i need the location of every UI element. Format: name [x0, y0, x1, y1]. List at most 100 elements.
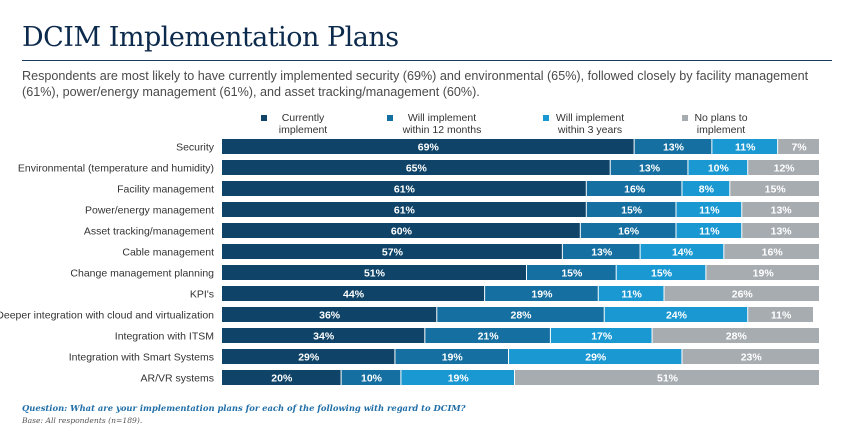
data-label: 15% [765, 184, 787, 196]
data-label: 34% [313, 331, 335, 343]
bar-segment [222, 307, 437, 322]
data-label: 19% [753, 268, 775, 280]
legend-label-within12: Will implement within 12 months [402, 112, 482, 136]
data-label: 15% [651, 268, 673, 280]
data-label: 12% [774, 163, 796, 175]
category-label: Integration with ITSM [115, 330, 214, 342]
bar-segment [562, 244, 640, 259]
bar-segment [222, 328, 425, 343]
data-label: 19% [442, 352, 464, 364]
bar-segment [742, 202, 819, 217]
bar-segment [526, 265, 616, 280]
bar-segment [604, 307, 748, 322]
data-label: 44% [343, 289, 365, 301]
legend-item-within12: Will implement within 12 months [387, 112, 486, 136]
data-label: 16% [624, 184, 646, 196]
bar-segment [425, 328, 550, 343]
bar-segment [222, 265, 526, 280]
category-label: AR/VR systems [140, 372, 214, 384]
category-label: Environmental (temperature and humidity) [18, 162, 214, 174]
bar-segment [748, 160, 819, 175]
bar-segment [509, 349, 682, 364]
bar-segment [706, 265, 819, 280]
bar-segment [580, 223, 676, 238]
data-label: 36% [319, 310, 341, 322]
data-label: 11% [621, 289, 642, 301]
data-label: 17% [591, 331, 613, 343]
data-label: 61% [394, 205, 416, 217]
data-label: 11% [699, 226, 720, 238]
bar-segment [222, 160, 610, 175]
data-label: 28% [726, 331, 748, 343]
data-label: 10% [361, 373, 383, 385]
data-label: 65% [406, 163, 428, 175]
legend-item-noplans: No plans to implement [682, 112, 749, 136]
bar-segment [222, 223, 580, 238]
data-label: 16% [618, 226, 640, 238]
bar-segment [712, 139, 778, 154]
bar-segment [742, 223, 819, 238]
data-label: 10% [708, 163, 730, 175]
legend-item-within3y: Will implement within 3 years [543, 112, 626, 136]
data-label: 11% [771, 310, 792, 322]
legend-swatch-currently [261, 115, 267, 121]
data-label: 57% [382, 247, 404, 259]
data-label: 16% [762, 247, 784, 259]
data-label: 24% [666, 310, 688, 322]
bar-segment [222, 286, 485, 301]
title-divider [22, 60, 832, 61]
bar-segment [652, 328, 819, 343]
data-label: 51% [657, 373, 679, 385]
chart-subtitle: Respondents are most likely to have curr… [22, 69, 809, 99]
legend-swatch-within12 [387, 115, 393, 121]
data-label: 11% [699, 205, 720, 217]
category-label: Asset tracking/management [84, 225, 214, 237]
legend-label-noplans: No plans to implement [694, 112, 748, 136]
data-label: 13% [771, 205, 793, 217]
data-label: 13% [771, 226, 793, 238]
bar-segment [748, 307, 814, 322]
bar-segment [485, 286, 598, 301]
bar-segment [676, 202, 742, 217]
data-label: 29% [298, 352, 320, 364]
bar-segment [586, 181, 682, 196]
bar-segment [676, 223, 742, 238]
data-label: 20% [271, 373, 293, 385]
data-label: 60% [391, 226, 413, 238]
category-label: Cable management [122, 246, 214, 258]
bar-segment [778, 139, 819, 154]
data-label: 23% [741, 352, 763, 364]
data-label: 15% [621, 205, 643, 217]
data-label: 29% [585, 352, 607, 364]
bar-segment [222, 202, 586, 217]
base-note: Base: All respondents (n=189). [22, 416, 143, 425]
data-label: 19% [531, 289, 553, 301]
bar-segment [616, 265, 706, 280]
bar-segment [730, 181, 819, 196]
data-label: 11% [735, 142, 756, 154]
category-label: Facility management [117, 183, 214, 195]
category-label: KPI's [190, 288, 214, 300]
legend-swatch-within3y [543, 115, 549, 121]
bar-segment [395, 349, 509, 364]
data-label: 28% [510, 310, 532, 322]
data-label: 13% [663, 142, 685, 154]
bar-segment [222, 139, 634, 154]
data-label: 14% [672, 247, 694, 259]
bar-segment [598, 286, 664, 301]
data-label: 51% [364, 268, 386, 280]
category-label: Security [176, 141, 215, 153]
bar-segment [688, 160, 748, 175]
bar-segment [724, 244, 819, 259]
legend-item-currently: Currently implement [261, 112, 334, 136]
data-label: 15% [561, 268, 583, 280]
legend-label-within3y: Will implement within 3 years [555, 112, 625, 136]
category-label: Deeper integration with cloud and virtua… [0, 309, 214, 321]
category-label: Change management planning [70, 267, 214, 279]
data-label: 21% [478, 331, 500, 343]
category-label: Integration with Smart Systems [69, 351, 214, 363]
data-label: 13% [639, 163, 661, 175]
category-label: Power/energy management [85, 204, 214, 216]
data-label: 26% [732, 289, 754, 301]
